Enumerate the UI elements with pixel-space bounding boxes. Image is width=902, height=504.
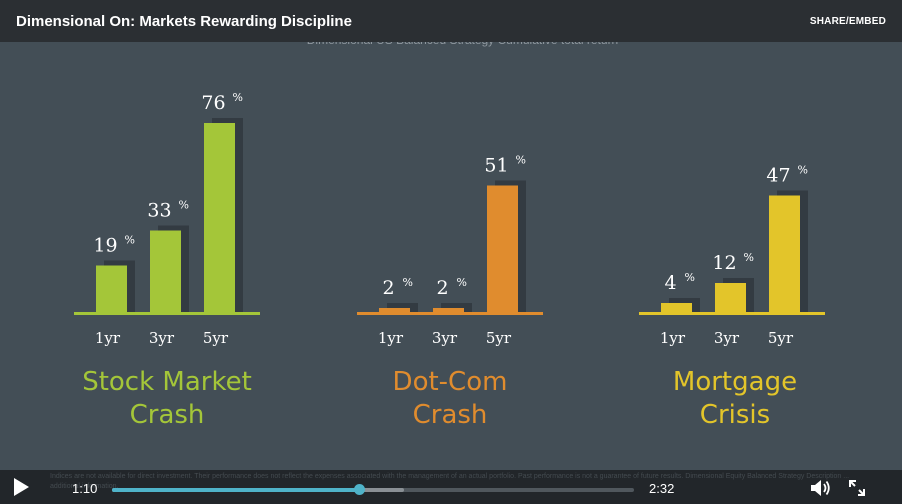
bar bbox=[96, 265, 127, 313]
data-label-unit: % bbox=[685, 271, 695, 284]
group-label-mortgage-crisis: Mortgage Crisis bbox=[630, 366, 840, 432]
group-label-line: Crash bbox=[412, 400, 488, 430]
data-label: 47 bbox=[766, 165, 790, 187]
bar bbox=[150, 230, 181, 313]
disclaimer-text: Indices are not available for direct inv… bbox=[50, 473, 850, 490]
data-label-unit: % bbox=[798, 164, 808, 177]
tick-label: 5yr bbox=[768, 329, 794, 347]
group-label-stock-market-crash: Stock Market Crash bbox=[62, 366, 272, 432]
data-label: 2 bbox=[436, 277, 448, 299]
bar bbox=[661, 303, 692, 313]
group-label-line: Crisis bbox=[699, 400, 771, 430]
baseline bbox=[639, 312, 825, 315]
share-embed-button[interactable]: SHARE/EMBED bbox=[809, 16, 886, 27]
data-label-unit: % bbox=[233, 91, 243, 104]
progress-bar[interactable] bbox=[112, 484, 634, 495]
tick-label: 1yr bbox=[660, 329, 686, 347]
tick-label: 3yr bbox=[432, 329, 458, 347]
data-label: 4 bbox=[664, 272, 676, 294]
group-label-line: Crash bbox=[129, 400, 205, 430]
progress-handle[interactable] bbox=[353, 484, 365, 495]
baseline bbox=[357, 312, 543, 315]
duration: 2:32 bbox=[649, 481, 675, 496]
tick-label: 5yr bbox=[486, 329, 512, 347]
data-label: 19 bbox=[93, 235, 117, 257]
tick-label: 1yr bbox=[95, 329, 121, 347]
title-bar: Dimensional On: Markets Rewarding Discip… bbox=[0, 0, 902, 42]
group-label-line: Dot-Com bbox=[392, 367, 508, 397]
tick-label: 3yr bbox=[714, 329, 740, 347]
data-label-unit: % bbox=[125, 234, 135, 247]
data-label: 33 bbox=[147, 200, 171, 222]
data-label-unit: % bbox=[744, 251, 754, 264]
group-label-dot-com-crash: Dot-Com Crash bbox=[345, 366, 555, 432]
data-label: 12 bbox=[712, 252, 736, 274]
data-label-unit: % bbox=[457, 276, 467, 289]
tick-label: 1yr bbox=[378, 329, 404, 347]
video-title: Dimensional On: Markets Rewarding Discip… bbox=[16, 13, 352, 30]
bar bbox=[769, 195, 800, 313]
player-controls: Indices are not available for direct inv… bbox=[0, 470, 902, 504]
bar-chart: 19 % 1yr 33 % 3yr 76 % 5yr 2 % 1yr 2 % 3yr 51 % 5yr 4 % 1yr 1… bbox=[74, 91, 825, 347]
bar bbox=[379, 308, 410, 313]
group-label-line: Stock Market bbox=[82, 367, 252, 397]
bar bbox=[715, 283, 746, 313]
tick-label: 3yr bbox=[149, 329, 175, 347]
data-label-unit: % bbox=[516, 154, 526, 167]
data-label-unit: % bbox=[403, 276, 413, 289]
current-time: 1:10 bbox=[72, 481, 98, 496]
progress-played bbox=[112, 488, 360, 492]
bar bbox=[433, 308, 464, 313]
volume-icon[interactable] bbox=[810, 479, 832, 497]
data-label: 51 bbox=[484, 155, 508, 177]
baseline bbox=[74, 312, 260, 315]
data-label: 76 bbox=[201, 92, 225, 114]
bar bbox=[487, 185, 518, 313]
bar bbox=[204, 123, 235, 313]
group-label-line: Mortgage bbox=[672, 367, 798, 397]
play-icon[interactable] bbox=[14, 478, 29, 496]
tick-label: 5yr bbox=[203, 329, 229, 347]
fullscreen-icon[interactable] bbox=[848, 479, 866, 497]
data-label: 2 bbox=[382, 277, 394, 299]
data-label-unit: % bbox=[179, 199, 189, 212]
